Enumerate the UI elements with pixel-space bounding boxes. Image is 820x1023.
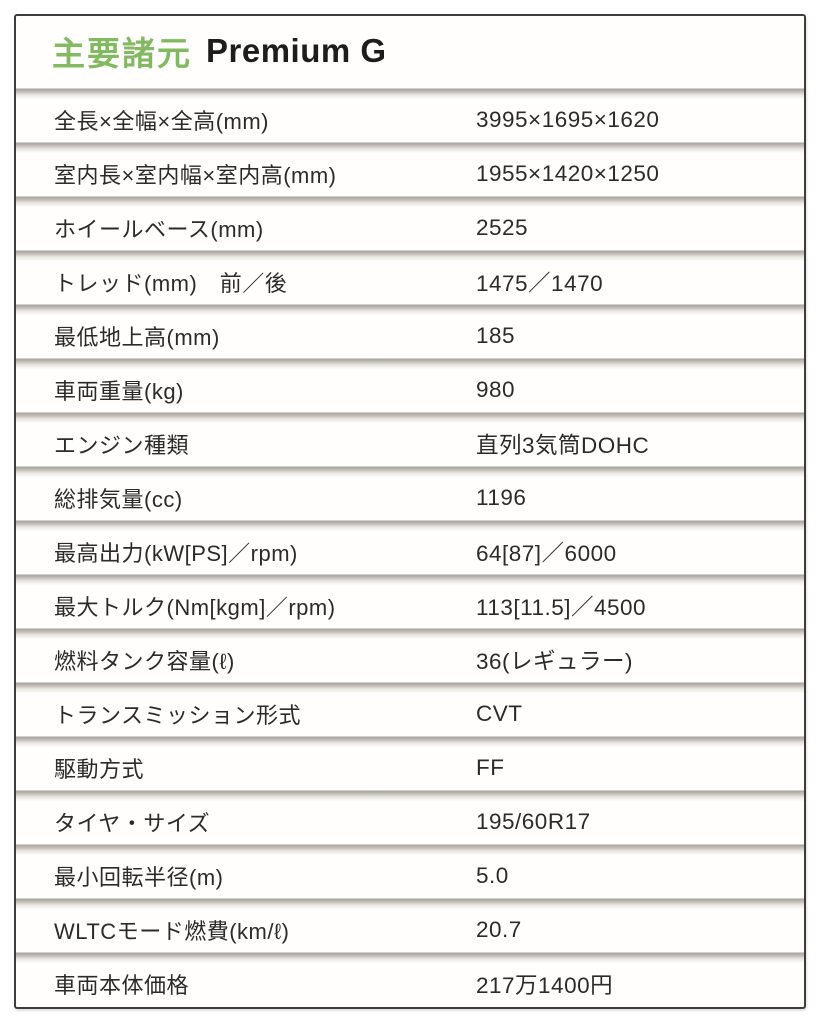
spec-label: トランスミッション形式 — [54, 702, 302, 728]
row-separator — [16, 842, 804, 855]
row-separator — [16, 734, 804, 747]
spec-row: 最高出力(kW[PS]／rpm) 64[87]／6000 — [16, 531, 804, 572]
spec-row: 全長×全幅×全高(mm) 3995×1695×1620 — [16, 99, 804, 140]
spec-value: 195/60R17 — [476, 808, 591, 834]
spec-label: 室内長×室内幅×室内高(mm) — [54, 162, 337, 188]
spec-label: ホイールベース(mm) — [54, 216, 264, 242]
row-separator — [16, 194, 804, 207]
spec-label: タイヤ・サイズ — [54, 810, 211, 836]
row-separator — [16, 680, 804, 693]
row-separator — [16, 518, 804, 531]
row-separator — [16, 572, 804, 585]
spec-value: CVT — [476, 700, 523, 726]
spec-value: 36(レギュラー) — [476, 648, 634, 674]
spec-label: 最低地上高(mm) — [54, 324, 220, 350]
spec-row: 最小回転半径(m) 5.0 — [16, 855, 804, 896]
spec-label: 全長×全幅×全高(mm) — [54, 108, 270, 134]
spec-value: 2525 — [476, 214, 529, 240]
spec-label: 車両本体価格 — [54, 972, 190, 998]
row-separator — [16, 86, 804, 99]
row-separator — [16, 788, 804, 801]
spec-value: 185 — [476, 322, 516, 348]
spec-label: WLTCモード燃費(km/ℓ) — [54, 918, 290, 944]
row-separator — [16, 356, 804, 369]
row-separator — [16, 626, 804, 639]
spec-value: 1955×1420×1250 — [476, 160, 660, 186]
table-header: 主要諸元 Premium G — [16, 16, 804, 86]
spec-row: WLTCモード燃費(km/ℓ) 20.7 — [16, 909, 804, 950]
spec-row: トレッド(mm) 前／後 1475／1470 — [16, 261, 804, 302]
spec-label: 車両重量(kg) — [54, 378, 184, 404]
spec-row: エンジン種類 直列3気筒DOHC — [16, 423, 804, 464]
spec-label: 総排気量(cc) — [54, 486, 183, 512]
spec-row: ホイールベース(mm) 2525 — [16, 207, 804, 248]
spec-value: 20.7 — [476, 916, 522, 942]
spec-value: 1196 — [476, 484, 527, 510]
spec-value: 3995×1695×1620 — [476, 106, 660, 132]
spec-row: トランスミッション形式 CVT — [16, 693, 804, 734]
row-separator — [16, 140, 804, 153]
spec-value: 1475／1470 — [476, 270, 604, 296]
row-separator — [16, 896, 804, 909]
spec-label: トレッド(mm) 前／後 — [54, 270, 288, 296]
row-separator — [16, 302, 804, 315]
spec-row: 最低地上高(mm) 185 — [16, 315, 804, 356]
spec-value: 980 — [476, 376, 516, 402]
spec-label: 燃料タンク容量(ℓ) — [54, 648, 235, 674]
row-separator — [16, 248, 804, 261]
spec-row: 燃料タンク容量(ℓ) 36(レギュラー) — [16, 639, 804, 680]
spec-value: FF — [476, 754, 505, 780]
spec-value: 直列3気筒DOHC — [476, 432, 650, 458]
spec-value: 5.0 — [476, 862, 509, 888]
spec-label: 駆動方式 — [54, 756, 145, 782]
spec-label: 最小回転半径(m) — [54, 864, 224, 890]
spec-row: 車両本体価格 217万1400円 — [16, 963, 804, 1004]
row-separator — [16, 464, 804, 477]
spec-row: タイヤ・サイズ 195/60R17 — [16, 801, 804, 842]
spec-row: 室内長×室内幅×室内高(mm) 1955×1420×1250 — [16, 153, 804, 194]
spec-row: 駆動方式 FF — [16, 747, 804, 788]
spec-row: 最大トルク(Nm[kgm]／rpm) 113[11.5]／4500 — [16, 585, 804, 626]
spec-value: 113[11.5]／4500 — [476, 594, 647, 620]
spec-rows: 全長×全幅×全高(mm) 3995×1695×1620 室内長×室内幅×室内高(mm… — [16, 86, 804, 1004]
table-title-japanese: 主要諸元 — [52, 35, 192, 72]
spec-row: 総排気量(cc) 1196 — [16, 477, 804, 518]
table-title-grade: Premium G — [206, 32, 387, 69]
spec-table: 主要諸元 Premium G 全長×全幅×全高(mm) 3995×1695×162… — [14, 14, 806, 1009]
spec-value: 64[87]／6000 — [476, 540, 617, 566]
row-separator — [16, 950, 804, 963]
spec-row: 車両重量(kg) 980 — [16, 369, 804, 410]
spec-label: 最大トルク(Nm[kgm]／rpm) — [54, 594, 336, 620]
spec-label: 最高出力(kW[PS]／rpm) — [54, 540, 298, 566]
spec-label: エンジン種類 — [54, 432, 190, 458]
spec-value: 217万1400円 — [476, 972, 614, 998]
row-separator — [16, 410, 804, 423]
